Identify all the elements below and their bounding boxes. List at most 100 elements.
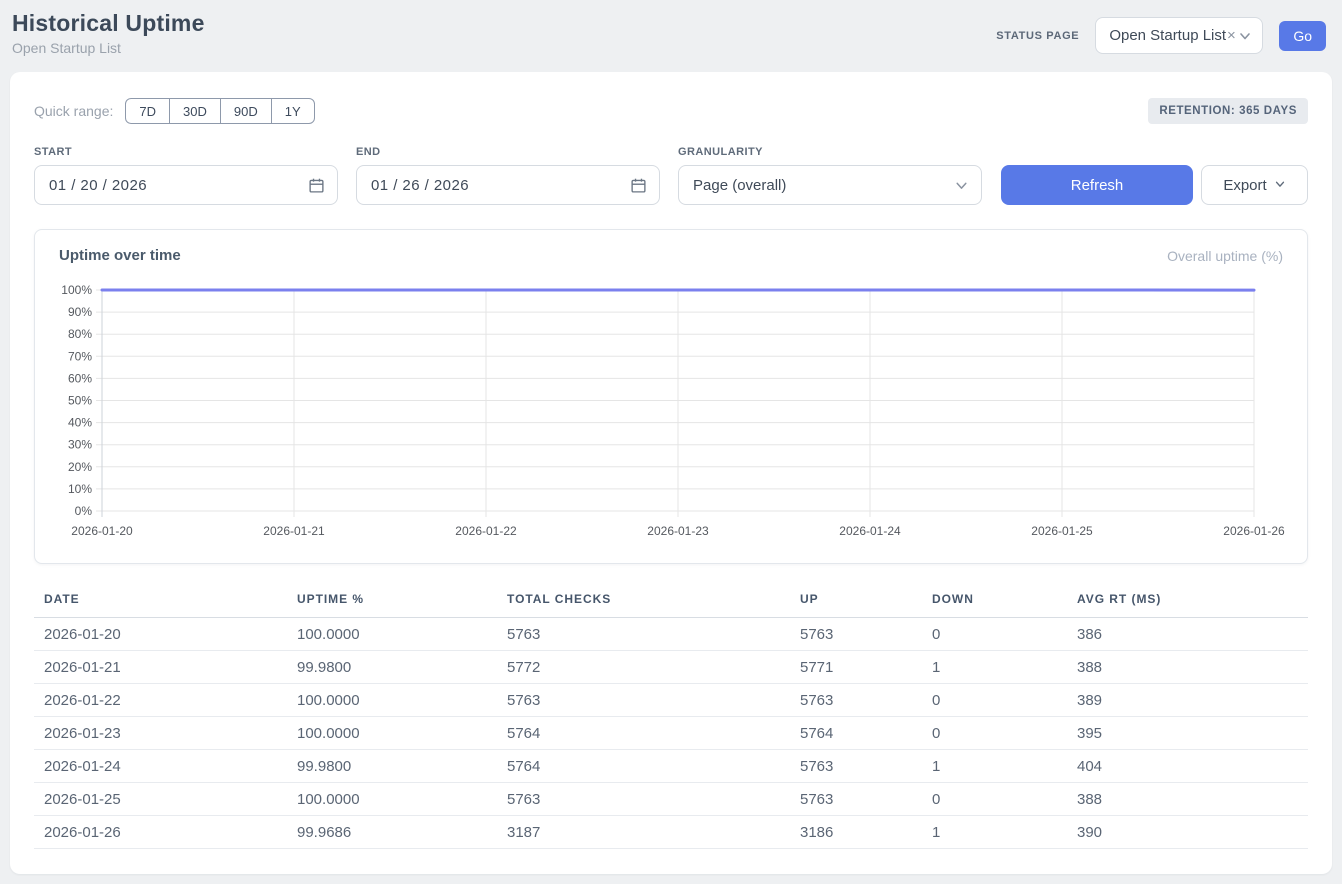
quick-range-90d-button[interactable]: 90D [220,98,272,124]
page-subtitle: Open Startup List [12,40,205,56]
column-header: DOWN [922,586,1067,618]
uptime-line-chart: 100%90%80%70%60%50%40%30%20%10%0%2026-01… [35,270,1308,546]
table-cell: 5763 [497,783,790,816]
main-panel: Quick range: 7D30D90D1Y RETENTION: 365 D… [10,72,1332,874]
table-cell: 386 [1067,618,1308,651]
table-row: 2026-01-20100.0000576357630386 [34,618,1308,651]
table-cell: 5763 [790,783,922,816]
column-header: DATE [34,586,287,618]
table-cell: 389 [1067,684,1308,717]
svg-text:20%: 20% [68,460,92,474]
status-page-label: STATUS PAGE [996,30,1079,42]
table-cell: 1 [922,750,1067,783]
table-cell: 390 [1067,816,1308,849]
svg-text:2026-01-24: 2026-01-24 [839,524,901,538]
chevron-down-icon [954,178,969,193]
table-body: 2026-01-20100.00005763576303862026-01-21… [34,618,1308,849]
table-cell: 0 [922,618,1067,651]
table-cell: 99.9686 [287,816,497,849]
chart-header: Uptime over time Overall uptime (%) [35,230,1307,270]
table-cell: 100.0000 [287,618,497,651]
table-cell: 100.0000 [287,783,497,816]
actions-group: Refresh Export [1001,165,1308,205]
filters-row: START 01 / 20 / 2026 END 01 / 26 / 2026 … [34,146,1308,205]
chevron-down-icon [1274,177,1286,194]
status-page-select[interactable]: Open Startup List × [1095,17,1263,54]
quick-range-1y-button[interactable]: 1Y [271,98,315,124]
calendar-icon[interactable] [630,177,647,194]
svg-text:70%: 70% [68,349,92,363]
status-page-selected-value: Open Startup List [1109,27,1226,44]
svg-text:10%: 10% [68,482,92,496]
chevron-down-icon [1238,29,1252,43]
table-row: 2026-01-2199.9800577257711388 [34,651,1308,684]
uptime-chart-card: Uptime over time Overall uptime (%) 100%… [34,229,1308,564]
quick-range-30d-button[interactable]: 30D [169,98,221,124]
table-row: 2026-01-2699.9686318731861390 [34,816,1308,849]
svg-text:2026-01-22: 2026-01-22 [455,524,517,538]
granularity-select[interactable]: Page (overall) [678,165,982,205]
quick-range-7d-button[interactable]: 7D [125,98,170,124]
table-cell: 388 [1067,783,1308,816]
column-header: AVG RT (MS) [1067,586,1308,618]
table-cell: 5763 [790,684,922,717]
svg-text:60%: 60% [68,371,92,385]
clear-selection-icon[interactable]: × [1227,27,1236,44]
table-cell: 0 [922,684,1067,717]
table-cell: 2026-01-20 [34,618,287,651]
table-cell: 5764 [497,750,790,783]
table-cell: 5763 [497,618,790,651]
table-cell: 99.9800 [287,651,497,684]
table-cell: 404 [1067,750,1308,783]
table-row: 2026-01-22100.0000576357630389 [34,684,1308,717]
start-date-field: START 01 / 20 / 2026 [34,146,338,205]
header-titles: Historical Uptime Open Startup List [12,10,205,56]
table-cell: 5772 [497,651,790,684]
calendar-icon[interactable] [308,177,325,194]
table-cell: 1 [922,651,1067,684]
table-cell: 5764 [790,717,922,750]
table-cell: 5763 [790,750,922,783]
table-header: DATEUPTIME %TOTAL CHECKSUPDOWNAVG RT (MS… [34,586,1308,618]
quick-range-group: 7D30D90D1Y [125,98,314,124]
svg-text:2026-01-26: 2026-01-26 [1223,524,1285,538]
svg-text:2026-01-23: 2026-01-23 [647,524,709,538]
svg-text:80%: 80% [68,327,92,341]
retention-badge: RETENTION: 365 DAYS [1148,98,1308,124]
start-date-input[interactable]: 01 / 20 / 2026 [34,165,338,205]
end-date-input[interactable]: 01 / 26 / 2026 [356,165,660,205]
table-cell: 100.0000 [287,684,497,717]
page-header: Historical Uptime Open Startup List STAT… [0,0,1342,62]
table-cell: 3186 [790,816,922,849]
start-date-label: START [34,146,338,158]
chart-title: Uptime over time [59,247,181,264]
export-button[interactable]: Export [1201,165,1308,205]
start-date-value: 01 / 20 / 2026 [49,177,147,194]
table-row: 2026-01-23100.0000576457640395 [34,717,1308,750]
table-cell: 3187 [497,816,790,849]
refresh-button[interactable]: Refresh [1001,165,1193,205]
table-cell: 5763 [790,618,922,651]
column-header: UPTIME % [287,586,497,618]
column-header: TOTAL CHECKS [497,586,790,618]
granularity-field: GRANULARITY Page (overall) [678,146,982,205]
end-date-label: END [356,146,660,158]
granularity-selected-value: Page (overall) [693,177,786,194]
end-date-field: END 01 / 26 / 2026 [356,146,660,205]
table-cell: 5763 [497,684,790,717]
table-cell: 2026-01-23 [34,717,287,750]
end-date-value: 01 / 26 / 2026 [371,177,469,194]
header-controls: STATUS PAGE Open Startup List × Go [996,17,1326,54]
table-cell: 388 [1067,651,1308,684]
table-header-row: DATEUPTIME %TOTAL CHECKSUPDOWNAVG RT (MS… [34,586,1308,618]
table-row: 2026-01-25100.0000576357630388 [34,783,1308,816]
svg-text:50%: 50% [68,394,92,408]
svg-text:100%: 100% [61,283,92,297]
table-cell: 100.0000 [287,717,497,750]
go-button[interactable]: Go [1279,21,1326,51]
table-cell: 2026-01-21 [34,651,287,684]
uptime-table: DATEUPTIME %TOTAL CHECKSUPDOWNAVG RT (MS… [34,586,1308,849]
svg-text:40%: 40% [68,416,92,430]
svg-text:0%: 0% [75,504,93,518]
table-cell: 2026-01-22 [34,684,287,717]
